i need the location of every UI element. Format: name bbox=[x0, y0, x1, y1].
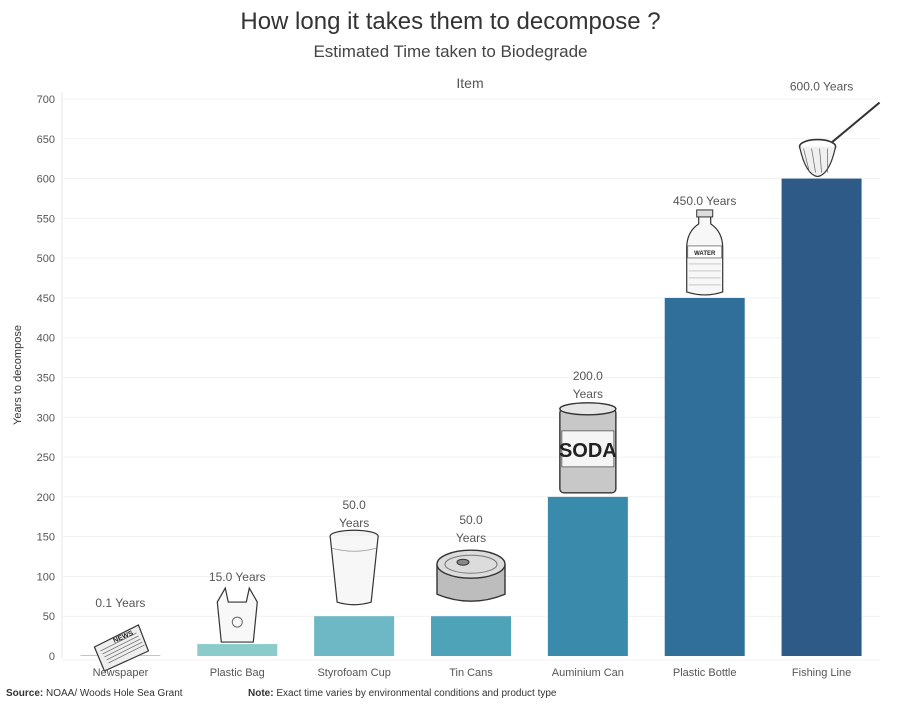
y-tick-label: 300 bbox=[37, 412, 55, 424]
y-tick-label: 450 bbox=[37, 293, 55, 305]
recycle-symbol bbox=[231, 616, 243, 628]
tin-tab bbox=[456, 558, 470, 566]
newspaper-line bbox=[100, 632, 137, 652]
x-tick-label: Styrofoam Cup bbox=[317, 667, 390, 679]
bottle-text: WATER bbox=[694, 251, 716, 257]
y-tick-label: 500 bbox=[37, 253, 55, 265]
note-text: Exact time varies by environmental condi… bbox=[276, 688, 557, 699]
x-tick-label: Newspaper bbox=[93, 667, 149, 679]
tin-ring bbox=[444, 554, 498, 574]
source-note: Source: NOAA/ Woods Hole Sea Grant bbox=[6, 688, 183, 699]
source-text: NOAA/ Woods Hole Sea Grant bbox=[46, 688, 183, 699]
tin-lid bbox=[436, 549, 506, 579]
newspaper-line bbox=[106, 641, 143, 661]
bars bbox=[80, 178, 862, 657]
y-tick-label: 550 bbox=[37, 213, 55, 225]
net-handle bbox=[830, 101, 881, 144]
soda-label-panel bbox=[561, 430, 615, 468]
data-label: 50.0 bbox=[459, 513, 483, 527]
net-mesh bbox=[803, 148, 810, 173]
newspaper-line bbox=[102, 635, 139, 655]
soda-can-icon: SODA bbox=[559, 402, 617, 494]
y-axis-title: Years to decompose bbox=[12, 325, 24, 425]
x-tick-label: Tin Cans bbox=[449, 667, 493, 679]
x-tick-label: Auminium Can bbox=[552, 667, 624, 679]
y-tick-label: 0 bbox=[49, 651, 55, 663]
newspaper-icon: NEWS bbox=[93, 624, 150, 672]
data-label-unit: Years bbox=[573, 387, 603, 401]
note-label: Note: bbox=[248, 688, 274, 699]
net-bag bbox=[798, 146, 837, 178]
bar-tin-cans bbox=[431, 616, 511, 656]
y-tick-label: 600 bbox=[37, 174, 55, 186]
data-labels: 0.1 Years 15.0 Years 50.0 Years 50.0 Years 200… bbox=[95, 80, 853, 610]
newspaper-sheet bbox=[93, 624, 150, 672]
plastic-bag-icon bbox=[216, 586, 258, 643]
newspaper-line bbox=[104, 638, 141, 658]
data-label: 15.0 Years bbox=[209, 570, 266, 584]
item-icons: NEWS SODA WATER bbox=[93, 101, 881, 672]
y-tick-label: 350 bbox=[37, 373, 55, 385]
y-tick-label: 700 bbox=[37, 94, 55, 106]
x-tick-label: Plastic Bottle bbox=[673, 667, 737, 679]
bar-plastic-bottle bbox=[664, 297, 745, 656]
y-axis-ticks: 0 50 100 150 200 250 300 350 400 450 500 550 600 650 7… bbox=[37, 94, 55, 663]
tin-can-icon bbox=[436, 549, 506, 602]
data-label: 0.1 Years bbox=[95, 596, 145, 610]
bar-plastic-bag bbox=[197, 644, 278, 656]
water-bottle-icon: WATER bbox=[686, 209, 724, 296]
y-tick-label: 650 bbox=[37, 134, 55, 146]
bar-styrofoam-cup bbox=[314, 616, 395, 656]
y-tick-label: 400 bbox=[37, 333, 55, 345]
newspaper-line bbox=[108, 644, 145, 664]
net-mesh bbox=[819, 148, 822, 173]
fishing-net-icon bbox=[798, 101, 881, 178]
y-tick-label: 250 bbox=[37, 452, 55, 464]
data-label-unit: Years bbox=[339, 516, 369, 530]
bottle-label bbox=[687, 245, 723, 259]
x-axis-title: Item bbox=[456, 75, 483, 91]
data-label: 600.0 Years bbox=[790, 80, 853, 94]
soda-top bbox=[559, 402, 617, 416]
bag-body bbox=[216, 586, 258, 643]
chart-title: How long it takes them to decompose ? bbox=[240, 8, 661, 35]
x-axis-ticks: Newspaper Plastic Bag Styrofoam Cup Tin Can… bbox=[93, 667, 852, 679]
data-label: 450.0 Years bbox=[673, 194, 736, 208]
bottle-cap bbox=[696, 209, 714, 218]
styrofoam-cup-icon bbox=[329, 529, 379, 606]
chart-subtitle: Estimated Time taken to Biodegrade bbox=[313, 42, 588, 61]
bar-auminium-can bbox=[547, 496, 628, 656]
data-label: 200.0 bbox=[573, 369, 603, 383]
net-mesh bbox=[811, 148, 816, 173]
cup-band bbox=[332, 547, 377, 552]
soda-text: SODA bbox=[559, 440, 617, 462]
x-tick-label: Plastic Bag bbox=[210, 667, 265, 679]
data-label: 50.0 bbox=[342, 498, 366, 512]
footnote: Note: Exact time varies by environmental… bbox=[248, 688, 557, 699]
y-tick-label: 200 bbox=[37, 492, 55, 504]
y-tick-label: 100 bbox=[37, 571, 55, 583]
y-tick-label: 150 bbox=[37, 532, 55, 544]
data-label-unit: Years bbox=[456, 531, 486, 545]
x-tick-label: Fishing Line bbox=[792, 667, 851, 679]
bar-fishing-line bbox=[781, 178, 862, 657]
cup-body bbox=[329, 536, 379, 606]
y-tick-label: 50 bbox=[43, 611, 55, 623]
source-label: Source: bbox=[6, 688, 44, 699]
